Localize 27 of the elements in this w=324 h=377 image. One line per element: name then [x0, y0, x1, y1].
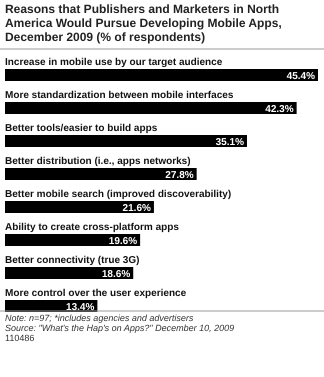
data-label: 19.6% — [108, 236, 138, 247]
data-label: 21.6% — [122, 203, 152, 214]
text: 110486 — [5, 333, 34, 343]
y-tick-label: More standardization between mobile interfaces — [5, 90, 234, 101]
data-label: 35.1% — [216, 137, 244, 148]
source-note: Source: "What's the Hap's on Apps?" December 10, 2009 — [5, 323, 234, 333]
y-tick-label: Better mobile search (improved discoverability) — [5, 189, 232, 200]
data-label: 45.4% — [286, 71, 316, 82]
data-label: 42.3% — [265, 104, 294, 115]
y-tick-label: Better connectivity (true 3G) — [5, 255, 140, 266]
bar — [5, 69, 318, 81]
bar — [5, 135, 247, 147]
data-label: 13.4% — [66, 302, 94, 313]
y-tick-label: More control over the user experience — [5, 288, 187, 299]
data-label: 27.8% — [165, 170, 194, 181]
bar — [5, 267, 134, 279]
bar — [5, 201, 154, 213]
y-tick-label: Increase in mobile use by our target audience — [5, 57, 223, 68]
y-tick-label: Better tools/easier to build apps — [5, 123, 158, 134]
chart-title: Reasons that Publishers and Marketers in North America Would Pursue Developing Mobile Apps, December 2009 (% of respondents) — [5, 2, 282, 44]
y-tick-label: Ability to create cross-platform apps — [5, 222, 180, 233]
bar — [5, 168, 197, 180]
bar — [5, 102, 297, 114]
bar — [5, 234, 140, 246]
data-label: 18.6% — [102, 269, 130, 280]
y-tick-label: Better distribution (i.e., apps networks) — [5, 156, 191, 167]
text: Note: n=97; *includes agencies and advertisers — [5, 313, 194, 323]
